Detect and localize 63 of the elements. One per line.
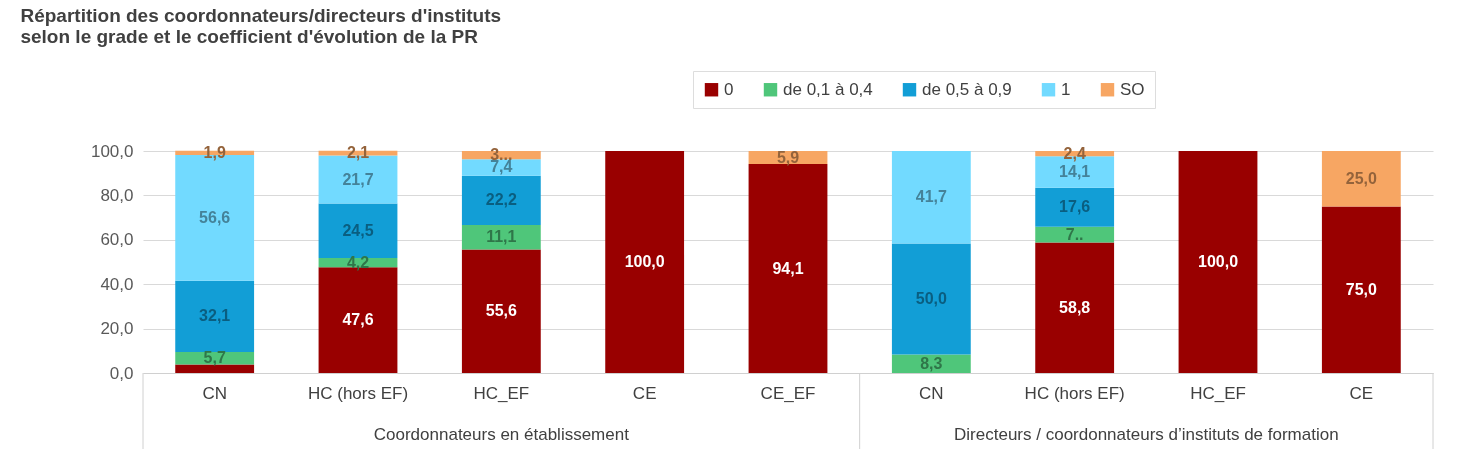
x-tick-label: HC_EF: [473, 383, 530, 403]
bar: [461, 249, 541, 373]
data-label: 5,7: [203, 349, 226, 367]
data-label: 50,0: [915, 290, 948, 308]
text: Coordonnateurs en établissement: [373, 425, 630, 444]
data-label: 4,2: [346, 253, 370, 271]
bar: [605, 151, 685, 373]
text: Directeurs / coordonnateurs d’instituts de formation: [954, 425, 1339, 444]
bar: [748, 164, 828, 373]
bar: [1035, 187, 1115, 227]
y-tick-label: 60,0: [100, 230, 134, 250]
data-label: 100,0: [624, 253, 665, 270]
legend-label: 0: [724, 79, 734, 99]
legend-label: SO: [1120, 79, 1145, 99]
bar: [1321, 206, 1401, 373]
data-label: 24,5: [342, 221, 374, 239]
data-label: 25,0: [1345, 169, 1378, 187]
x-tick-label: CE: [1349, 383, 1374, 403]
bar: [175, 280, 255, 352]
legend-label: de 0,5 à 0,9: [922, 79, 1012, 99]
data-label: 21,7: [342, 170, 374, 188]
bar: [891, 243, 971, 355]
y-tick-label: 100,0: [90, 141, 134, 161]
x-tick-label: CE_EF: [760, 383, 816, 403]
x-tick-label: HC (hors EF): [307, 383, 409, 403]
data-label: 41,7: [915, 188, 948, 206]
bar: [318, 203, 398, 258]
data-label: 56,6: [199, 208, 231, 226]
y-tick-label: 0,0: [109, 363, 134, 383]
x-tick-label: CE: [632, 383, 657, 403]
data-label: 47,6: [342, 311, 374, 329]
data-label: 100,0: [1197, 253, 1239, 270]
y-tick-label: 40,0: [100, 274, 134, 294]
bar: [891, 151, 971, 244]
data-label: 22,2: [485, 191, 518, 209]
data-label: 32,1: [199, 307, 231, 325]
bar: [175, 351, 255, 365]
data-label: 14,1: [1059, 162, 1091, 180]
data-label: 75,0: [1345, 280, 1378, 298]
x-tick-label: CN: [919, 383, 944, 403]
data-label: 11,1: [486, 228, 517, 246]
legend-label: de 0,1 à 0,4: [783, 79, 873, 99]
bar: [461, 224, 541, 250]
data-label: 55,6: [485, 302, 518, 320]
data-label: 94,1: [772, 259, 804, 277]
data-label: 5,9: [776, 148, 800, 166]
x-tick-label: HC_EF: [1190, 383, 1246, 403]
y-tick-label: 20,0: [100, 319, 134, 339]
data-label: 17,6: [1059, 198, 1091, 216]
legend-label: 1: [1061, 79, 1071, 99]
x-tick-label: HC (hors EF): [1024, 383, 1125, 403]
y-tick-label: 80,0: [100, 185, 134, 205]
bar: [1321, 151, 1401, 207]
bar: [175, 364, 255, 373]
data-label: 7..: [1065, 225, 1084, 243]
data-label: 58,8: [1059, 298, 1091, 316]
bar: [1178, 151, 1258, 373]
bar: [1035, 242, 1115, 373]
chart-title: Répartition des coordonnateurs/directeurs d'instituts selon le grade et le coefficient d'évolution de la PR: [20, 4, 502, 47]
data-label: 8,3: [920, 354, 943, 372]
x-tick-label: CN: [202, 383, 227, 403]
bar: [461, 175, 541, 225]
bar: [1035, 226, 1115, 243]
